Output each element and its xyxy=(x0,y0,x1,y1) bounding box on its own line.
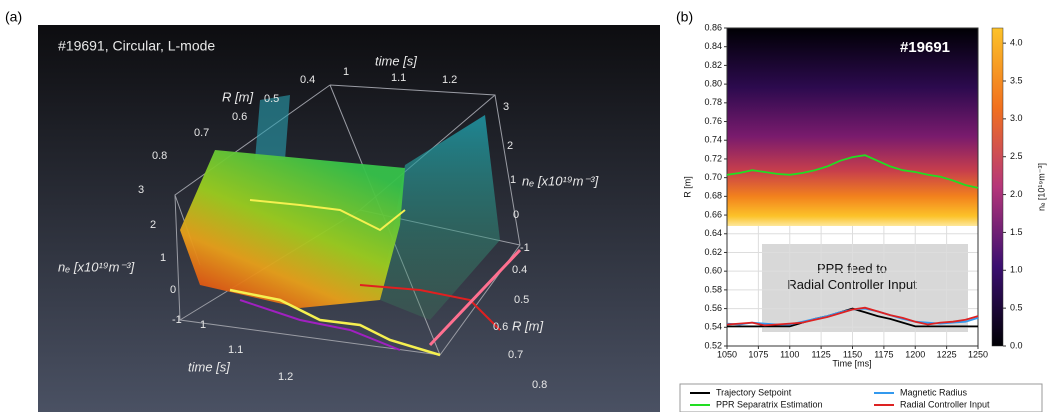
y-tick-label: 0.52 xyxy=(704,340,722,350)
axis-label: R [m] xyxy=(512,318,543,333)
colorbar-tick-label: 2.5 xyxy=(1010,151,1023,161)
colorbar xyxy=(991,27,1004,347)
x-tick-label: 1125 xyxy=(811,349,830,359)
y-tick-label: 0.54 xyxy=(704,322,722,332)
surface xyxy=(180,150,405,308)
axis-label: R [m] xyxy=(222,89,253,104)
y-tick-label: 0.72 xyxy=(704,153,722,163)
y-tick-label: 0.82 xyxy=(704,60,722,70)
y-tick-label: 0.60 xyxy=(704,266,722,276)
tick-label: 0.4 xyxy=(512,264,527,276)
panel-label: (b) xyxy=(676,9,693,25)
colorbar-tick-label: 1.5 xyxy=(1010,227,1023,237)
tick-label: 1.1 xyxy=(228,344,243,356)
tick-label: 1 xyxy=(343,66,349,78)
panel-label: (a) xyxy=(5,9,22,25)
tick-label: 1 xyxy=(510,174,516,186)
legend-label: Radial Controller Input xyxy=(900,399,990,409)
x-tick-label: 1250 xyxy=(968,349,988,359)
tick-label: 0.5 xyxy=(264,93,279,105)
heatmap xyxy=(727,28,978,226)
x-tick-label: 1050 xyxy=(717,349,737,359)
tick-label: -1 xyxy=(172,314,182,326)
axis-label: nₑ [x10¹⁹m⁻³] xyxy=(58,259,135,274)
tick-label: 1.2 xyxy=(278,371,293,383)
legend-label: Trajectory Setpoint xyxy=(716,387,792,397)
axis-label: nₑ [x10¹⁹m⁻³] xyxy=(522,173,599,188)
render-title: #19691, Circular, L-mode xyxy=(58,38,215,54)
tick-label: 0.5 xyxy=(514,294,529,306)
y-tick-label: 0.66 xyxy=(704,209,722,219)
y-tick-label: 0.58 xyxy=(704,284,722,294)
y-axis-label: R [m] xyxy=(682,176,692,198)
panel-b: (b) #19691 Time [ms] R [m] nₑ [10¹⁹m⁻³] … xyxy=(676,9,1046,412)
tick-label: 0.4 xyxy=(300,74,315,86)
surface-plane xyxy=(380,115,500,320)
tick-label: 3 xyxy=(503,101,509,113)
tick-label: 2 xyxy=(507,140,513,152)
x-axis-label: Time [ms] xyxy=(832,358,871,368)
colorbar-tick-label: 1.0 xyxy=(1010,265,1023,275)
x-tick-label: 1150 xyxy=(843,349,862,359)
y-tick-label: 0.76 xyxy=(704,116,722,126)
colorbar-tick-label: 3.5 xyxy=(1010,75,1023,85)
trace xyxy=(249,199,406,232)
tick-label: 3 xyxy=(138,184,144,196)
y-tick-label: 0.84 xyxy=(704,41,722,51)
axis-label: time [s] xyxy=(375,53,417,68)
trace xyxy=(239,299,401,351)
tick-label: 0.6 xyxy=(232,111,247,123)
series-line xyxy=(726,306,979,327)
annotation-box xyxy=(762,244,968,332)
x-tick-label: 1225 xyxy=(937,349,957,359)
colorbar-tick-label: 0.5 xyxy=(1010,303,1023,313)
legend-label: PPR Separatrix Estimation xyxy=(716,399,823,409)
y-tick-label: 0.80 xyxy=(704,78,722,88)
tick-label: 0 xyxy=(170,284,176,296)
tick-label: 0.8 xyxy=(532,379,547,391)
colorbar-tick-label: 0.0 xyxy=(1010,340,1023,350)
colorbar-tick-label: 4.0 xyxy=(1010,38,1023,48)
colorbar-tick-label: 2.0 xyxy=(1010,189,1023,199)
series-line xyxy=(726,154,979,189)
x-tick-label: 1200 xyxy=(905,349,925,359)
trace xyxy=(229,288,441,357)
tick-label: 1 xyxy=(200,319,206,331)
tick-label: 1.2 xyxy=(442,74,457,86)
legend-label: Magnetic Radius xyxy=(900,387,968,397)
shot-label: #19691 xyxy=(900,39,950,56)
y-tick-label: 0.64 xyxy=(704,228,722,238)
tick-label: -1 xyxy=(520,242,530,254)
tick-label: 0.7 xyxy=(194,127,209,139)
tick-label: 0.6 xyxy=(493,321,508,333)
y-tick-label: 0.62 xyxy=(704,247,722,257)
legend xyxy=(679,383,1043,412)
panel-a: #19691, Circular, L-mode time [s] time [s… xyxy=(38,25,660,412)
x-tick-label: 1100 xyxy=(780,349,799,359)
tick-label: 2 xyxy=(150,219,156,231)
tick-label: 0 xyxy=(513,209,519,221)
trace xyxy=(428,248,522,347)
x-tick-label: 1075 xyxy=(748,349,768,359)
tick-label: 0.8 xyxy=(152,150,167,162)
tick-label: 0.7 xyxy=(508,349,523,361)
y-tick-label: 0.78 xyxy=(704,97,722,107)
colorbar-tick-label: 3.0 xyxy=(1010,113,1023,123)
tick-label: 1 xyxy=(160,252,166,264)
y-tick-label: 0.70 xyxy=(704,172,722,182)
x-tick-label: 1175 xyxy=(874,349,893,359)
y-tick-label: 0.86 xyxy=(704,22,722,32)
axis-label: time [s] xyxy=(188,359,230,374)
trace xyxy=(359,284,501,331)
colorbar-label: nₑ [10¹⁹m⁻³] xyxy=(1036,163,1046,211)
surface-plane xyxy=(255,95,290,160)
y-tick-label: 0.74 xyxy=(704,135,722,145)
y-tick-label: 0.68 xyxy=(704,191,722,201)
tick-label: 1.1 xyxy=(391,72,406,84)
y-tick-label: 0.56 xyxy=(704,303,722,313)
